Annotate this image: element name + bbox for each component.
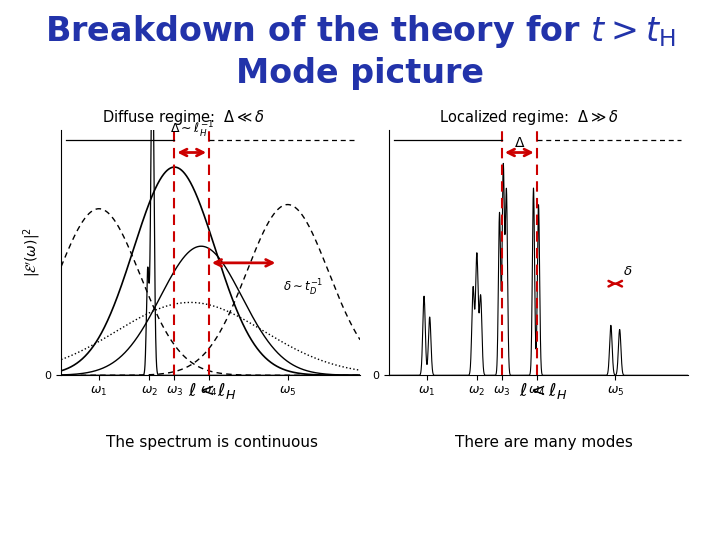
Text: Mode picture: Mode picture: [236, 57, 484, 90]
Text: Diffuse regime:  $\Delta \ll \delta$: Diffuse regime: $\Delta \ll \delta$: [102, 108, 265, 127]
Text: There are many modes: There are many modes: [454, 435, 633, 450]
Y-axis label: $|\mathcal{E}^\prime(\omega)|^2$: $|\mathcal{E}^\prime(\omega)|^2$: [22, 227, 43, 278]
Text: $\ell < \ell_H$: $\ell < \ell_H$: [519, 381, 568, 401]
Text: $\delta \sim t_D^{-1}$: $\delta \sim t_D^{-1}$: [283, 278, 323, 298]
Text: $\Delta$: $\Delta$: [513, 137, 525, 151]
Text: $\ell < \ell_H$: $\ell < \ell_H$: [188, 381, 237, 401]
Text: $\Delta \sim \ell_H^{-1}$: $\Delta \sim \ell_H^{-1}$: [170, 120, 214, 140]
Text: $\delta$: $\delta$: [623, 265, 632, 278]
Text: Breakdown of the theory for $t > t_\mathrm{H}$: Breakdown of the theory for $t > t_\math…: [45, 14, 675, 51]
Text: Localized regime:  $\Delta \gg \delta$: Localized regime: $\Delta \gg \delta$: [439, 108, 619, 127]
Text: The spectrum is continuous: The spectrum is continuous: [107, 435, 318, 450]
